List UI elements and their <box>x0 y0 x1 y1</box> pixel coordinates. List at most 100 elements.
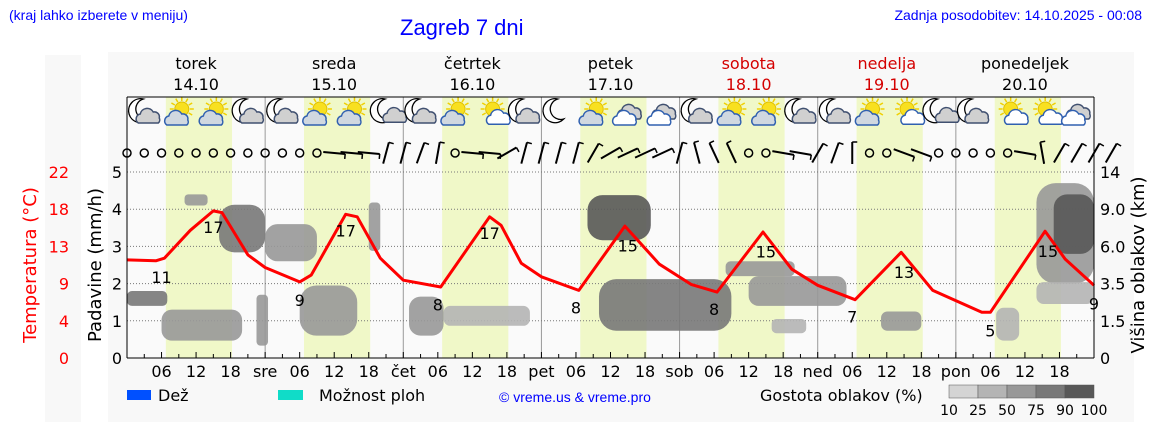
sun-cloud-icon <box>336 97 367 126</box>
temp-axis-title: Temperatura (°C) <box>20 187 41 344</box>
wind-barb-shaft <box>496 146 517 160</box>
x-tick-label: sob <box>665 362 693 381</box>
sun-ray <box>1048 98 1052 103</box>
wind-barb-feather <box>1099 142 1105 147</box>
cloud-density-tick: 75 <box>1027 403 1045 419</box>
cloud-patch <box>748 276 847 306</box>
sun-ray <box>343 102 348 106</box>
cloud-icon-shape <box>336 109 362 126</box>
sun-ray <box>879 102 884 106</box>
wind-barb-icon <box>357 151 381 160</box>
menu-hint[interactable]: (kraj lahko izberete v meniju) <box>9 7 188 23</box>
cloud-icon-shape <box>239 107 265 124</box>
temperature-label: 15 <box>618 236 638 255</box>
sun-ray <box>1034 102 1039 106</box>
sun-ray <box>219 98 223 103</box>
cloud-icon-shape <box>716 109 742 126</box>
cloud-density-tick: 50 <box>998 403 1016 419</box>
wind-barb-shaft <box>434 141 441 165</box>
wind-calm-icon <box>139 148 150 158</box>
sun-ray <box>323 98 327 103</box>
wind-barb-icon <box>772 150 795 160</box>
sun-ray <box>495 98 500 103</box>
wind-barb-icon <box>382 141 394 164</box>
sun-ray <box>879 112 884 116</box>
temp-axis-background <box>45 55 81 422</box>
moon-small-cloud-icon <box>922 98 960 124</box>
sun-ray <box>1051 102 1056 106</box>
cloud-icon-shape <box>934 106 960 123</box>
wind-barb-shaft <box>399 142 408 164</box>
sun-ray <box>326 102 331 106</box>
x-tick-label: 18 <box>359 362 379 381</box>
left-tick-label: 2 <box>112 275 122 294</box>
moon-cloud-icon <box>231 98 265 124</box>
day-name-label: nedelja <box>857 54 916 73</box>
wind-barb-shaft <box>340 151 363 155</box>
wind-barb-icon <box>415 141 430 164</box>
wind-barb-shaft <box>693 142 701 164</box>
x-tick-label: 06 <box>566 362 586 381</box>
cloud-icon-shape <box>382 106 408 123</box>
cloud-patch <box>161 309 243 341</box>
x-tick-label: 12 <box>738 362 758 381</box>
wind-calm-icon <box>225 148 236 158</box>
x-tick-label: 06 <box>704 362 724 381</box>
cloud-patch <box>409 296 444 336</box>
sun-ray <box>599 98 603 103</box>
wind-barb-icon <box>323 151 346 160</box>
cloud-density-swatch <box>977 384 1008 399</box>
left-axis-title: Padavine (mm/h) <box>85 188 106 342</box>
wind-barb-shaft <box>323 151 346 155</box>
sun-ray <box>326 112 331 116</box>
moon-cloud-icon <box>784 98 817 124</box>
wind-barb-icon <box>586 142 604 164</box>
temperature-label: 9 <box>295 291 305 310</box>
wind-calm-icon <box>743 148 754 158</box>
temperature-label: 13 <box>894 263 914 282</box>
wind-calm-icon <box>968 148 978 158</box>
sun-ray <box>461 98 465 103</box>
wind-barb-feather <box>637 148 641 154</box>
wind-barb-icon <box>1104 142 1122 164</box>
legend-rain-label: Dež <box>158 386 189 405</box>
cloud-icon-shape <box>646 109 672 126</box>
legend-showers-swatch <box>278 390 303 400</box>
wind-barb-icon <box>340 151 364 160</box>
wind-barb-feather <box>619 147 624 153</box>
temp-tick-label: 9 <box>59 275 69 294</box>
wind-barb-icon <box>811 142 828 164</box>
sun-ray <box>171 102 176 106</box>
wind-calm-icon <box>277 148 288 158</box>
cloud-density-swatch <box>1064 384 1095 399</box>
wind-barb-feather <box>405 141 412 145</box>
right-axis-title: Višina oblakov (km) <box>1128 176 1149 353</box>
copyright-link[interactable]: © vreme.us & vreme.pro <box>499 389 651 405</box>
wind-barb-shaft <box>708 142 720 164</box>
sun-cloud-icon <box>854 97 885 126</box>
wind-barb-icon <box>651 147 676 159</box>
cloud-icon-shape <box>751 109 777 126</box>
sun-ray <box>602 102 607 106</box>
wind-barb-feather <box>578 141 584 145</box>
sun-ray <box>740 102 746 106</box>
sun-ray <box>209 98 213 103</box>
wind-barb-shaft <box>600 146 621 160</box>
temperature-label: 17 <box>336 221 356 240</box>
wind-barb-feather <box>809 154 813 160</box>
wind-barb-shaft <box>478 151 501 155</box>
sun-ray <box>1038 98 1042 103</box>
cloud-icon-shape <box>411 107 437 124</box>
sun-ray <box>447 102 452 106</box>
moon-icon <box>542 98 566 124</box>
sun-ray <box>740 112 746 116</box>
wind-barb-shaft <box>554 142 563 164</box>
wind-barb-icon <box>830 141 844 164</box>
cloud-icon-shape <box>440 109 466 126</box>
wind-barb-shaft <box>572 142 580 164</box>
x-tick-label: čet <box>391 362 416 381</box>
day-date-label: 19.10 <box>864 75 910 94</box>
cloud-patch <box>587 195 651 241</box>
wind-barb-icon <box>399 141 412 164</box>
sun-ray <box>357 98 362 103</box>
